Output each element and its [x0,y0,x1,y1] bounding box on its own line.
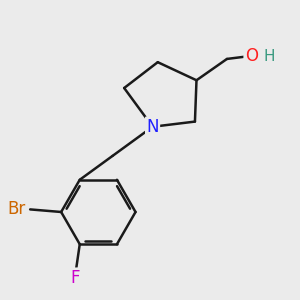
Text: H: H [264,49,275,64]
Text: Br: Br [7,200,25,218]
Text: O: O [245,47,258,65]
Text: N: N [146,118,159,136]
Text: F: F [71,269,80,287]
